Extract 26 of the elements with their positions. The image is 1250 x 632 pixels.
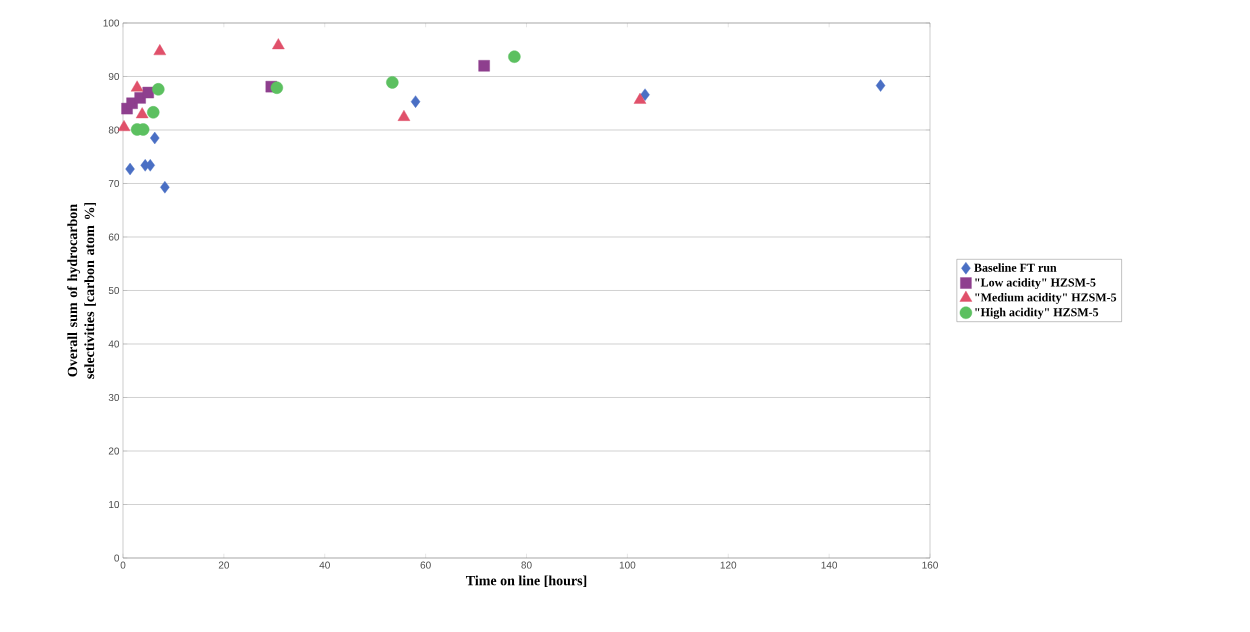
legend-label: "High acidity" HZSM-5 xyxy=(975,307,1099,319)
x-tick-label: 140 xyxy=(821,561,838,569)
legend-label: Baseline FT run xyxy=(974,263,1057,272)
x-tick-label: 80 xyxy=(521,561,532,569)
x-tick-label: 100 xyxy=(619,561,636,569)
y-tick-label: 50 xyxy=(108,286,120,295)
x-tick-label: 60 xyxy=(420,561,431,569)
y-tick-label: 0 xyxy=(114,554,120,562)
y-tick-label: 100 xyxy=(103,19,120,27)
y-tick-label: 40 xyxy=(108,340,120,348)
y-tick-label: 80 xyxy=(108,126,120,134)
y-tick-label: 70 xyxy=(108,179,120,188)
x-axis-title: Time on line [hours] xyxy=(465,575,587,588)
x-tick-label: 40 xyxy=(319,561,330,569)
y-tick-label: 60 xyxy=(108,233,120,241)
x-tick-label: 120 xyxy=(720,561,737,569)
y-tick-label: 20 xyxy=(108,447,120,455)
legend-label: "Medium acidity" HZSM-5 xyxy=(975,293,1117,304)
x-tick-label: 160 xyxy=(922,561,938,569)
y-tick-label: 90 xyxy=(108,72,120,81)
x-tick-label: 0 xyxy=(120,561,126,569)
y-tick-label: 10 xyxy=(109,500,120,509)
legend-label: "Low acidity" HZSM-5 xyxy=(975,278,1096,290)
y-tick-label: 30 xyxy=(108,393,120,402)
y-axis-title: Overall sum of hydrocarbon selectivities [carbon atom %] xyxy=(67,202,96,379)
x-tick-label: 20 xyxy=(218,561,230,569)
